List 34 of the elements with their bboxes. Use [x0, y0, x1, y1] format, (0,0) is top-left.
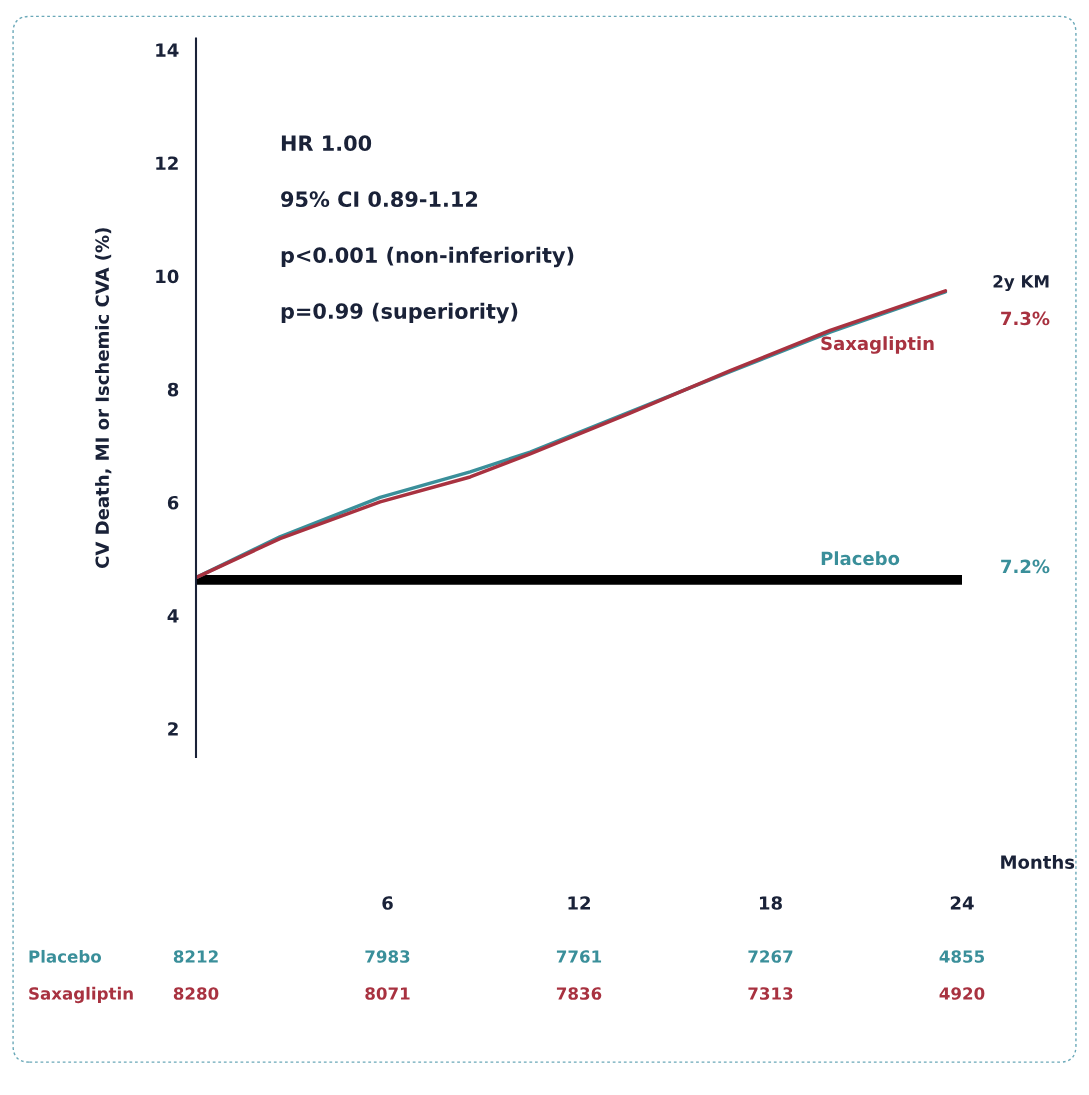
x-tick-label: 24	[950, 896, 974, 910]
annotation: p<0.001 (non-inferiority)	[281, 246, 574, 268]
text: 7761	[556, 950, 602, 963]
y-axis-title: CV Death, MI or Ischemic CVA (%)	[95, 228, 112, 568]
annotation: HR 1.00	[281, 135, 372, 152]
annotation: p=0.99 (superiority)	[281, 302, 518, 324]
annotation: 95% CI 0.89-1.12	[281, 191, 478, 208]
x-tick-label: 12	[568, 896, 590, 910]
y-tick-label: 10	[156, 269, 179, 284]
text: 4920	[939, 987, 985, 1000]
y-tick-label: 14	[156, 43, 179, 57]
text: 7267	[748, 950, 793, 963]
text: 7.2%	[1001, 559, 1050, 574]
text: 8212	[173, 950, 218, 963]
text: Placebo	[821, 551, 900, 566]
y-tick-label: 6	[167, 495, 179, 510]
y-tick-label: 4	[167, 609, 179, 623]
text: 8280	[173, 987, 219, 1000]
x-tick-label: 18	[759, 896, 782, 910]
text: 2y KM	[993, 275, 1049, 292]
text: 4855	[939, 950, 985, 963]
y-tick-label: 12	[156, 156, 178, 170]
series-label: Saxagliptin	[821, 336, 934, 354]
text: 8071	[365, 987, 410, 1000]
y-tick-label: 2	[168, 722, 178, 736]
x-axis-title: Months	[1001, 855, 1075, 869]
text: Saxagliptin	[29, 986, 133, 1004]
text: 7313	[748, 987, 793, 1000]
text: 7836	[556, 987, 602, 1000]
y-tick-label: 8	[167, 382, 179, 397]
text: 7983	[365, 950, 410, 963]
x-tick-label: 6	[382, 896, 393, 910]
text: Placebo	[29, 949, 102, 963]
text: 7.3%	[1001, 311, 1050, 326]
